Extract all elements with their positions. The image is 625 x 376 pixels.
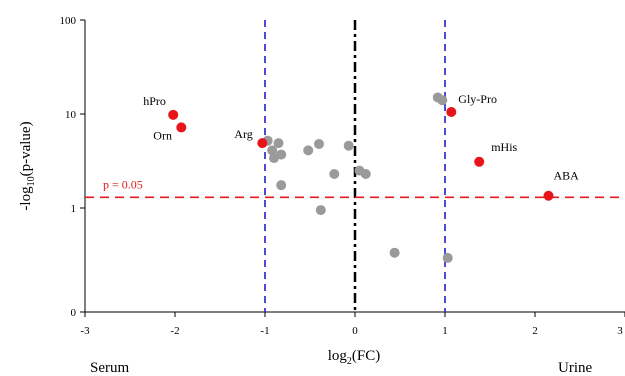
x-tick-label: 0 <box>352 325 358 337</box>
data-point-significant <box>176 122 187 133</box>
y-tick-label: 10 <box>65 109 77 121</box>
data-point-nonsignificant <box>269 153 279 164</box>
data-point-label: Gly-Pro <box>458 92 497 106</box>
data-point-nonsignificant <box>343 140 354 151</box>
data-point-nonsignificant <box>360 168 371 179</box>
data-point-nonsignificant <box>314 138 324 149</box>
data-point-nonsignificant <box>389 247 400 258</box>
data-point-label: Arg <box>234 127 252 141</box>
y-tick-label: 1 <box>71 203 77 215</box>
data-point-nonsignificant <box>442 252 453 263</box>
data-point-nonsignificant <box>315 205 326 216</box>
x-tick-label: 2 <box>532 325 538 337</box>
x-tick-label: -1 <box>260 325 269 337</box>
data-point-label: hPro <box>143 94 166 108</box>
x-tick-label: -2 <box>170 325 179 337</box>
x-tick-label: 3 <box>617 325 623 337</box>
left-group-label: Serum <box>90 360 129 376</box>
data-point-nonsignificant <box>273 138 284 149</box>
data-point-significant <box>446 107 457 118</box>
data-point-significant <box>543 190 554 201</box>
data-point-nonsignificant <box>437 95 448 106</box>
data-point-label: ABA <box>554 169 580 183</box>
y-axis-title: -log10(p-value) <box>18 121 37 210</box>
data-point-label: Orn <box>153 128 172 142</box>
data-point-significant <box>474 156 485 167</box>
right-group-label: Urine <box>558 360 592 376</box>
x-tick-label: 1 <box>442 325 448 337</box>
y-tick-label: 100 <box>60 15 77 27</box>
data-point-nonsignificant <box>303 145 314 156</box>
y-tick-label: 0 <box>71 307 77 319</box>
data-point-nonsignificant <box>329 168 340 179</box>
data-point-significant <box>257 138 268 149</box>
x-tick-label: -3 <box>80 325 90 337</box>
data-point-label: mHis <box>491 140 517 154</box>
data-point-significant <box>168 109 179 120</box>
x-axis-title: log2(FC) <box>328 348 381 367</box>
threshold-label: p = 0.05 <box>103 177 143 191</box>
data-point-nonsignificant <box>276 180 287 191</box>
data-point-nonsignificant <box>267 145 278 156</box>
